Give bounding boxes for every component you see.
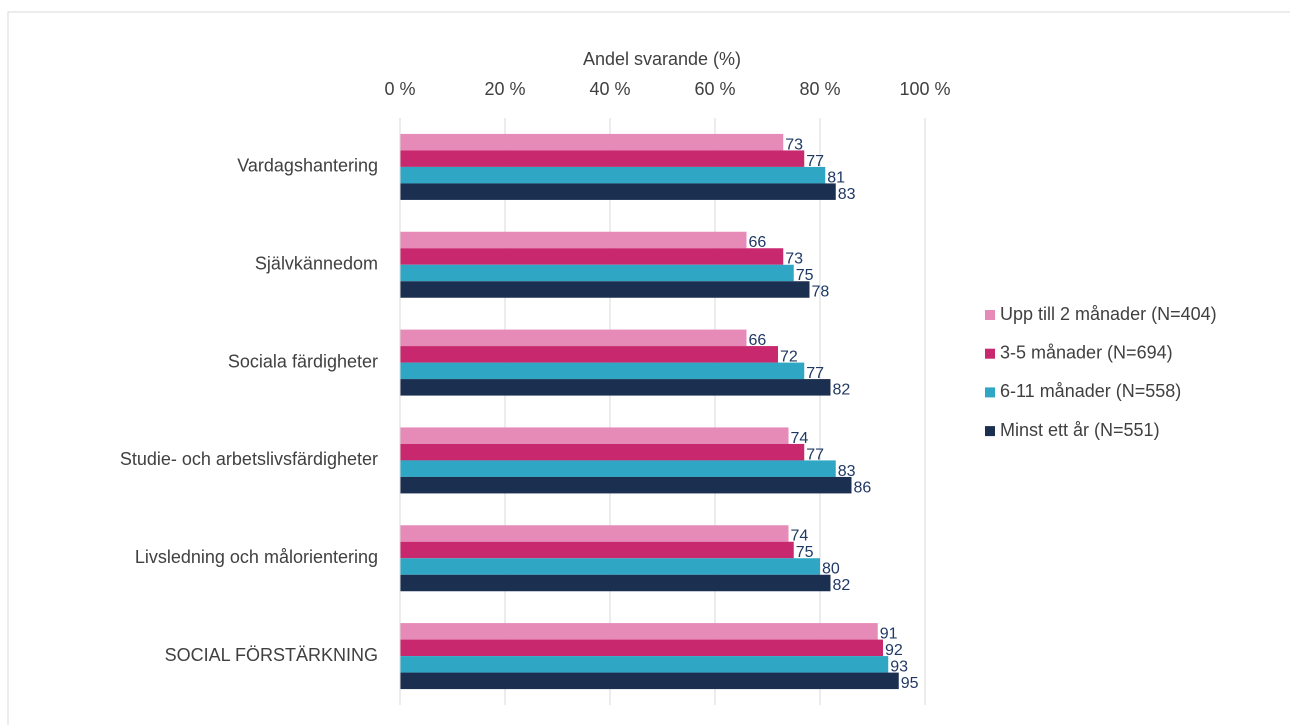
legend-swatch	[985, 310, 995, 320]
data-label: 75	[796, 267, 814, 284]
bar	[400, 248, 784, 265]
frame	[7, 11, 1290, 725]
bar	[400, 574, 831, 592]
bar	[400, 443, 805, 461]
data-label: 80	[822, 561, 840, 578]
data-label: 74	[791, 528, 809, 545]
x-tick-label: 60 %	[694, 79, 735, 99]
y-tick-label: SOCIAL FÖRSTÄRKNING	[165, 645, 378, 665]
x-tick-label: 100 %	[899, 79, 950, 99]
bar	[400, 150, 805, 167]
legend-label: Minst ett år (N=551)	[1000, 420, 1160, 440]
bar	[400, 656, 889, 673]
data-label: 91	[880, 626, 898, 643]
data-label: 73	[785, 251, 803, 268]
legend-swatch	[985, 348, 995, 359]
data-label: 66	[749, 332, 767, 349]
data-label: 66	[749, 234, 767, 251]
x-tick-label: 40 %	[589, 79, 630, 99]
bar	[400, 541, 794, 559]
bar	[400, 329, 747, 347]
legend-swatch	[985, 426, 995, 437]
data-label: 83	[838, 186, 856, 203]
x-tick-label: 80 %	[799, 79, 840, 99]
y-tick-label: Sociala färdigheter	[228, 351, 378, 371]
legend-label: 3-5 månader (N=694)	[1000, 342, 1173, 362]
bar	[400, 623, 878, 640]
data-label: 86	[854, 479, 872, 496]
data-label: 77	[806, 153, 824, 170]
bar	[400, 346, 778, 363]
bar	[400, 672, 899, 690]
bar	[400, 639, 883, 657]
bar	[400, 133, 784, 151]
data-label: 77	[806, 365, 824, 382]
data-label: 83	[838, 463, 856, 480]
data-label: 93	[890, 659, 908, 676]
data-label: 73	[785, 136, 803, 153]
x-tick-label: 0 %	[384, 79, 415, 99]
data-label: 92	[885, 642, 903, 659]
bar	[400, 427, 789, 444]
y-tick-label: Självkännedom	[255, 254, 378, 274]
bar	[400, 281, 810, 298]
legend-label: Upp till 2 månader (N=404)	[1000, 304, 1217, 324]
data-label: 77	[806, 446, 824, 463]
bar	[400, 183, 836, 200]
bar	[400, 231, 747, 249]
bar	[400, 558, 820, 575]
data-label: 82	[833, 577, 851, 594]
x-tick-label: 20 %	[484, 79, 525, 99]
bar	[400, 166, 826, 184]
legend-label: 6-11 månader (N=558)	[1000, 381, 1181, 401]
data-label: 78	[812, 284, 830, 301]
data-label: 82	[833, 382, 851, 399]
legend-swatch	[985, 387, 995, 398]
bar	[400, 476, 852, 494]
bar	[400, 362, 805, 380]
y-tick-label: Livsledning och målorientering	[135, 547, 378, 567]
data-label: 81	[827, 169, 845, 186]
x-axis-title: Andel svarande (%)	[583, 49, 741, 69]
data-label: 95	[901, 675, 919, 692]
bar	[400, 460, 836, 477]
bar	[400, 525, 789, 542]
y-tick-label: Studie- och arbetslivsfärdigheter	[120, 449, 378, 469]
data-label: 75	[796, 544, 814, 561]
bar	[400, 264, 794, 282]
data-label: 74	[791, 430, 809, 447]
data-label: 72	[780, 349, 798, 366]
bar	[400, 379, 831, 396]
y-tick-label: Vardagshantering	[237, 156, 378, 176]
